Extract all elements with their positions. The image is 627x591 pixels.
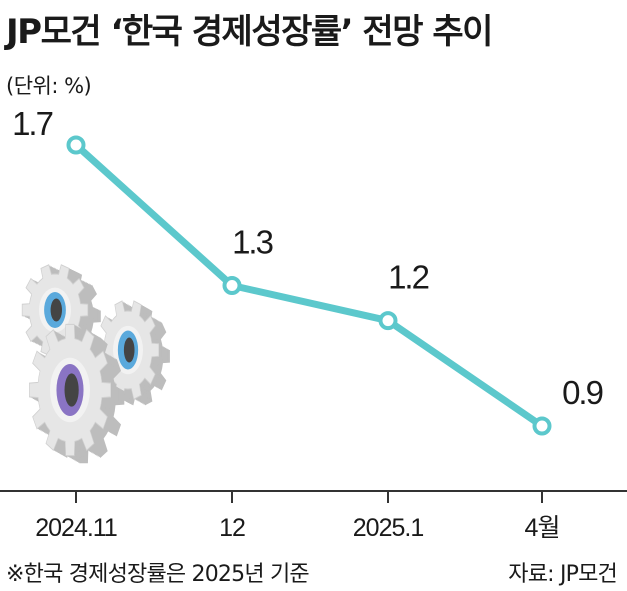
x-tick-label: 4월 <box>525 514 560 542</box>
unit-label: (단위: %) <box>6 74 92 98</box>
data-label: 1.3 <box>232 224 273 261</box>
data-point <box>66 135 86 155</box>
gears-illustration <box>21 264 170 464</box>
data-point <box>378 311 398 331</box>
gear-icon <box>29 323 125 464</box>
data-point <box>222 276 242 295</box>
data-label: 0.9 <box>562 374 603 411</box>
footnote: ※한국 경제성장률은 2025년 기준 <box>6 562 310 587</box>
series-line <box>72 141 546 430</box>
source-label: 자료: JP모건 <box>508 562 618 587</box>
x-tick-label: 2025.1 <box>353 514 424 542</box>
chart-title: JP모건 ‘한국 경제성장률’ 전망 추이 <box>6 12 493 52</box>
data-label: 1.2 <box>388 259 429 296</box>
x-tick-label: 2024.11 <box>35 514 117 542</box>
data-label: 1.7 <box>12 105 53 142</box>
x-tick-label: 12 <box>219 514 245 542</box>
data-point <box>532 416 552 436</box>
